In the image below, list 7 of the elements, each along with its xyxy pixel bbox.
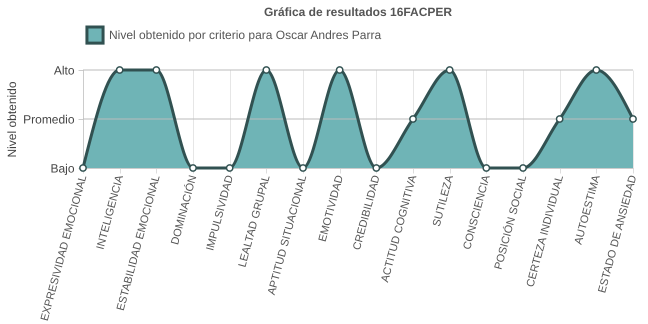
x-tick-label: LEALTAD GRUPAL: [236, 174, 273, 269]
category-label: Bajo: [50, 162, 74, 176]
category-label: Promedio: [23, 112, 74, 126]
category-label: Alto: [54, 64, 74, 78]
chart-title: Gráfica de resultados 16FACPER: [264, 5, 452, 19]
y-axis-title: Nivel obtenido: [5, 81, 20, 158]
legend-label: Nivel obtenido por criterio para Oscar Andres Parra: [109, 28, 382, 42]
